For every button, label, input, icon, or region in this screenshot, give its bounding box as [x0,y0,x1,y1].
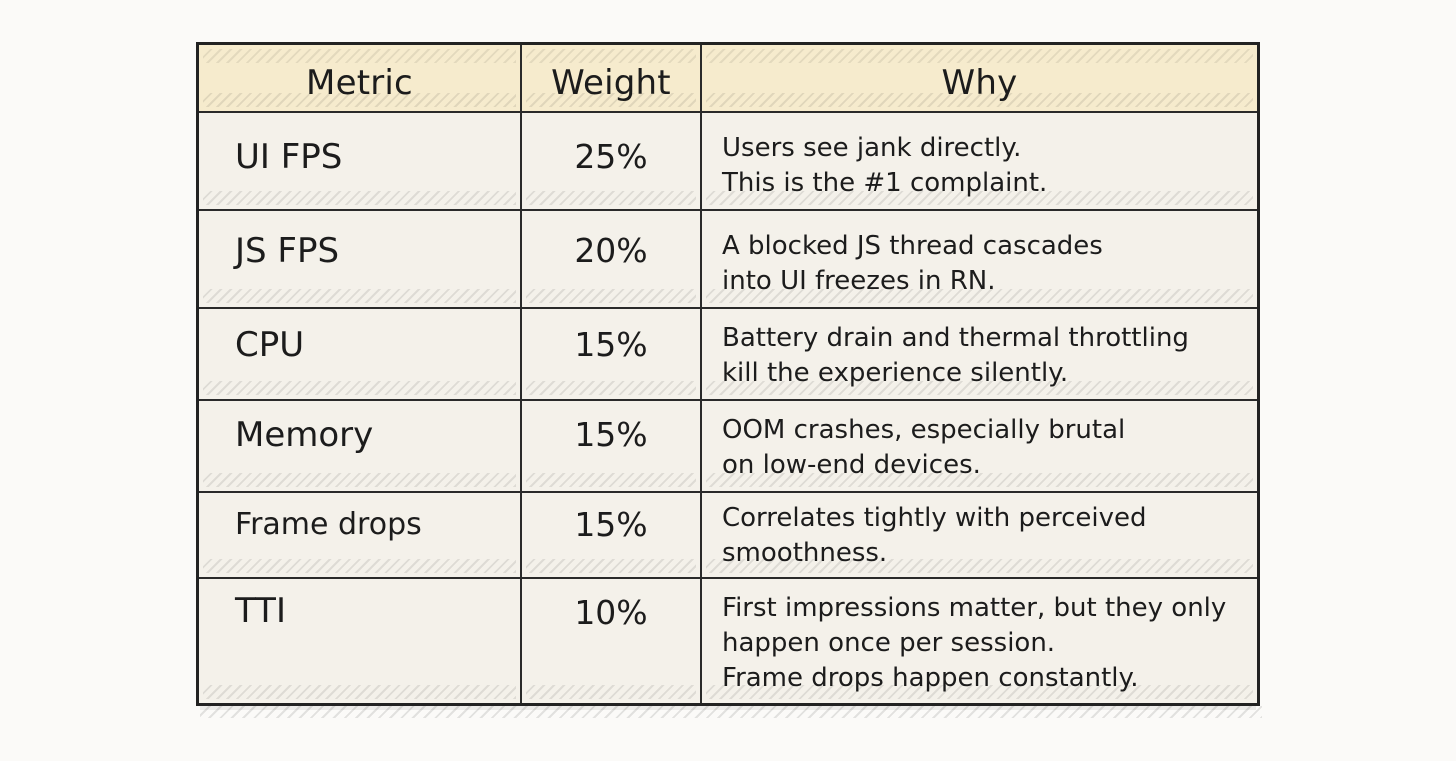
weight-value: 10% [574,593,648,632]
cell-weight: 15% [522,401,702,491]
metric-label: JS FPS [235,231,340,271]
header-why: Why [941,63,1018,103]
cell-metric: JS FPS [199,211,522,307]
table-row: UI FPS 25% Users see jank directly. This… [199,113,1257,211]
table-row: Memory 15% OOM crashes, especially bruta… [199,401,1257,493]
weight-value: 15% [574,415,648,454]
why-text: Battery drain and thermal throttling kil… [722,321,1249,391]
why-line: Battery drain and thermal throttling [722,323,1189,353]
why-text: Correlates tightly with perceived smooth… [722,501,1249,571]
why-text: OOM crashes, especially brutal on low-en… [722,413,1249,483]
weights-table: Metric Weight Why UI FPS 25% Users see j… [196,42,1260,706]
why-text: A blocked JS thread cascades into UI fre… [722,229,1249,299]
cell-metric: Frame drops [199,493,522,577]
why-line: A blocked JS thread cascades [722,231,1103,261]
weight-value: 25% [574,137,648,176]
metric-label: UI FPS [235,137,343,177]
why-line: happen once per session. [722,628,1056,658]
weight-value: 15% [574,505,648,544]
cell-why: A blocked JS thread cascades into UI fre… [702,211,1257,307]
cell-metric: UI FPS [199,113,522,209]
why-line: into UI freezes in RN. [722,266,996,296]
cell-weight: 15% [522,309,702,399]
cell-why: Correlates tightly with perceived smooth… [702,493,1257,577]
cell-why: Battery drain and thermal throttling kil… [702,309,1257,399]
metric-label: Frame drops [235,507,422,542]
cell-why: Users see jank directly. This is the #1 … [702,113,1257,209]
cell-weight: 20% [522,211,702,307]
weight-value: 15% [574,325,648,364]
cell-weight: 25% [522,113,702,209]
why-line: Users see jank directly. [722,133,1022,163]
metric-label: Memory [235,415,374,455]
why-text: Users see jank directly. This is the #1 … [722,131,1249,201]
table-row: JS FPS 20% A blocked JS thread cascades … [199,211,1257,309]
cell-weight: 15% [522,493,702,577]
header-metric: Metric [306,63,413,103]
table-row: Frame drops 15% Correlates tightly with … [199,493,1257,579]
header-weight: Weight [551,63,671,103]
why-line: kill the experience silently. [722,358,1069,388]
metric-label: CPU [235,325,305,365]
table-row: TTI 10% First impressions matter, but th… [199,579,1257,703]
table-row: CPU 15% Battery drain and thermal thrott… [199,309,1257,401]
why-line: First impressions matter, but they only [722,593,1227,623]
cell-metric: CPU [199,309,522,399]
why-line: This is the #1 complaint. [722,168,1048,198]
cell-metric: Memory [199,401,522,491]
why-line: Frame drops happen constantly. [722,663,1139,693]
table-grid: Metric Weight Why UI FPS 25% Users see j… [199,45,1257,703]
header-cell-metric: Metric [199,45,522,111]
metric-label: TTI [235,591,286,631]
why-line: on low-end devices. [722,450,981,480]
weight-value: 20% [574,231,648,270]
cell-why: First impressions matter, but they only … [702,579,1257,703]
header-cell-weight: Weight [522,45,702,111]
why-line: smoothness. [722,538,888,568]
why-line: OOM crashes, especially brutal [722,415,1126,445]
cell-why: OOM crashes, especially brutal on low-en… [702,401,1257,491]
table-header-row: Metric Weight Why [199,45,1257,113]
header-cell-why: Why [702,45,1257,111]
why-line: Correlates tightly with perceived [722,503,1147,533]
cell-weight: 10% [522,579,702,703]
table-shadow [200,706,1262,718]
why-text: First impressions matter, but they only … [722,591,1249,696]
cell-metric: TTI [199,579,522,703]
